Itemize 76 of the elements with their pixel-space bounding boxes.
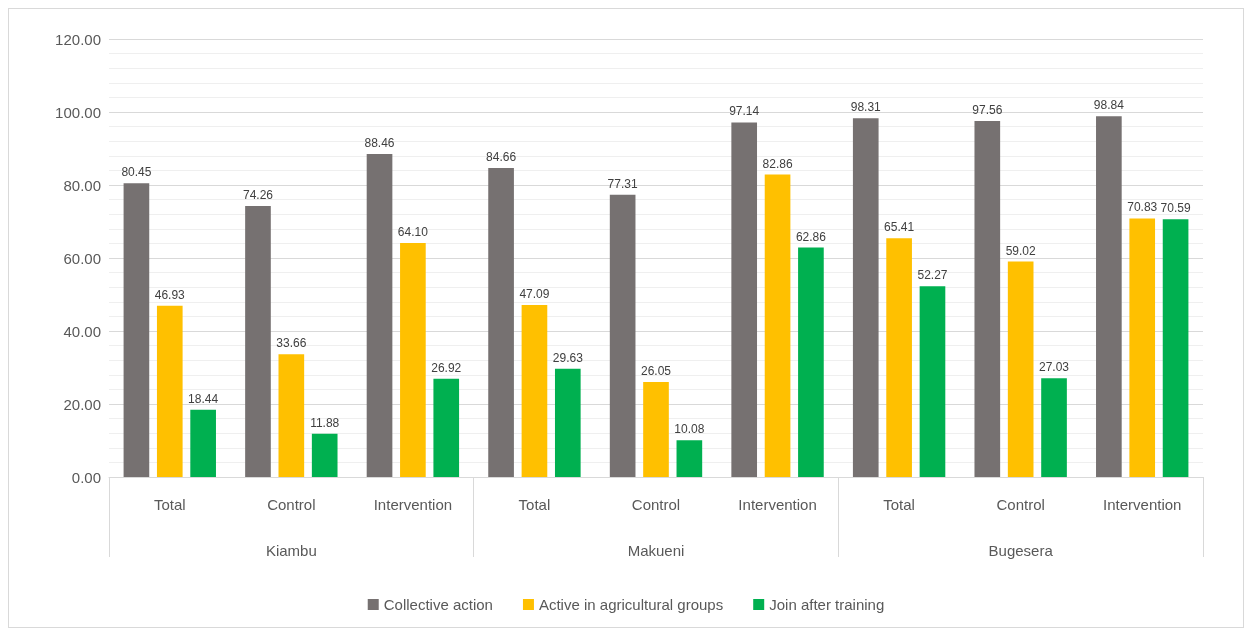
- x-tick-label: Total: [883, 496, 915, 513]
- data-label: 26.92: [431, 360, 462, 375]
- bar: [488, 167, 514, 477]
- legend-label: Active in agricultural groups: [538, 596, 724, 613]
- bar: [1007, 261, 1034, 477]
- bar: [731, 122, 758, 477]
- data-label: 98.84: [1093, 98, 1125, 113]
- text: Bugesera: [988, 542, 1054, 559]
- legend-label: Collective action: [383, 596, 493, 613]
- bar: [974, 120, 1001, 477]
- data-label: 70.59: [1160, 201, 1191, 216]
- bar: [1162, 219, 1189, 477]
- data-label: 46.93: [154, 287, 186, 302]
- x-tick-label: Intervention: [373, 496, 453, 513]
- bar: [433, 378, 460, 477]
- data-label: 11.88: [310, 415, 340, 430]
- data-label: 65.41: [884, 220, 915, 235]
- y-tick-label: 60.00: [63, 249, 101, 267]
- bar: [311, 433, 338, 477]
- y-tick-label: 100.00: [55, 103, 101, 121]
- bar: [156, 305, 183, 477]
- data-label: 64.10: [397, 225, 429, 240]
- data-label: 97.14: [729, 104, 760, 119]
- bar: [764, 174, 791, 477]
- data-label: 82.86: [762, 156, 793, 171]
- data-label: 10.08: [674, 422, 705, 437]
- y-tick-label: 20.00: [63, 395, 101, 413]
- data-label: 62.86: [795, 229, 827, 244]
- x-tick-label: Intervention: [1103, 496, 1182, 513]
- data-label: 29.63: [552, 350, 584, 365]
- bar: [400, 243, 426, 477]
- bar: [609, 194, 636, 477]
- x-tick-label: Control: [996, 496, 1045, 513]
- y-tick-label: 0.00: [71, 468, 101, 486]
- data-label: 98.31: [850, 100, 882, 115]
- bar: [554, 368, 581, 477]
- y-tick-label: 80.00: [63, 176, 101, 194]
- data-label: 97.56: [972, 102, 1003, 117]
- bar: [852, 118, 879, 477]
- text: Kiambu: [265, 542, 317, 559]
- text: Makueni: [627, 542, 685, 559]
- y-tick-label: 120.00: [55, 30, 101, 48]
- bar: [643, 381, 669, 477]
- data-label: 18.44: [188, 391, 219, 406]
- data-label: 47.09: [519, 287, 550, 302]
- bar: [245, 205, 271, 477]
- data-label: 77.31: [607, 176, 638, 191]
- data-label: 27.03: [1039, 360, 1070, 375]
- x-tick-label: Total: [153, 496, 186, 513]
- bar: [278, 354, 305, 477]
- data-label: 74.26: [242, 187, 274, 202]
- bar: [1096, 116, 1122, 477]
- bar: [366, 154, 393, 477]
- data-label: 80.45: [121, 165, 152, 180]
- x-tick-label: Intervention: [738, 496, 817, 513]
- bar: [190, 409, 216, 477]
- bar: [521, 305, 548, 477]
- data-label: 59.02: [1005, 243, 1037, 258]
- data-label: 88.46: [364, 136, 395, 151]
- bar: [886, 238, 912, 477]
- x-tick-label: Control: [267, 496, 316, 513]
- bar: [123, 183, 150, 477]
- bar: [1041, 378, 1067, 477]
- data-label: 52.27: [917, 268, 948, 283]
- x-tick-label: Total: [518, 496, 551, 513]
- data-label: 26.05: [640, 363, 672, 378]
- data-label: 84.66: [486, 149, 517, 164]
- bar: [798, 247, 824, 477]
- x-tick-label: Control: [631, 496, 681, 513]
- y-tick-label: 40.00: [63, 322, 101, 340]
- bar: [676, 440, 703, 477]
- data-label: 70.83: [1127, 200, 1158, 215]
- legend-label: Join after training: [769, 596, 885, 613]
- bar: [919, 286, 946, 477]
- data-label: 33.66: [276, 336, 307, 351]
- bar: [1129, 218, 1156, 477]
